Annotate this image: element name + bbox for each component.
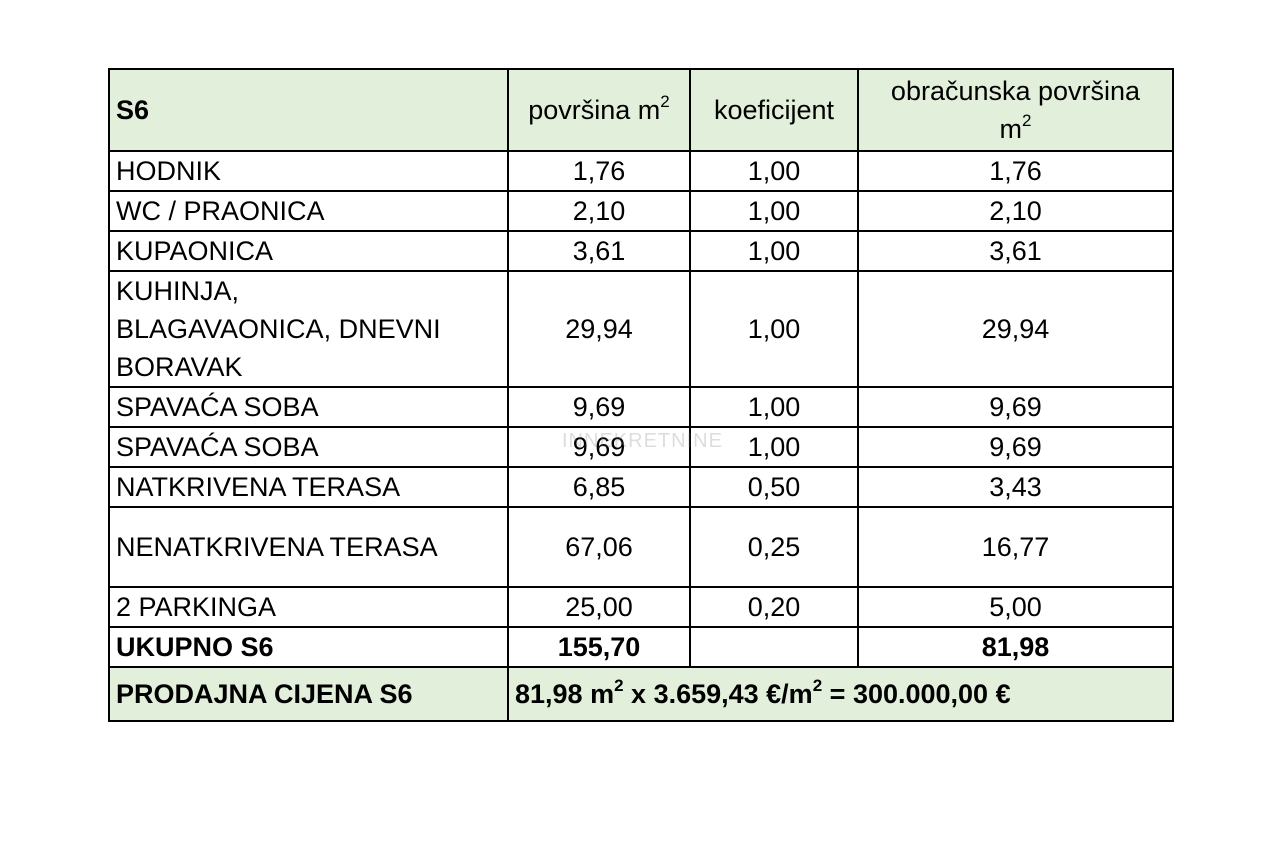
value-cell: 0,20 xyxy=(689,586,859,628)
text: koeficijent xyxy=(713,95,835,125)
label-cell: KUPAONICA xyxy=(108,230,509,272)
price-row: PRODAJNA CIJENA S6 81,98 m2 x 3.659,43 €/… xyxy=(108,666,1174,722)
header-cell: koeficijent xyxy=(689,68,859,152)
value-cell: 6,85 xyxy=(507,466,691,508)
header-cell: S6 xyxy=(108,68,509,152)
value-cell: 0,50 xyxy=(689,466,859,508)
value-cell: 1,76 xyxy=(857,150,1174,192)
label-cell: 2 PARKINGA xyxy=(108,586,509,628)
label-line: 2 PARKINGA xyxy=(116,592,277,622)
empty-cell xyxy=(689,626,859,668)
label-cell: SPAVAĆA SOBA xyxy=(108,386,509,428)
total-label: UKUPNO S6 xyxy=(108,626,509,668)
superscript: 2 xyxy=(1022,111,1032,130)
label-cell: KUHINJA, BLAGAVAONICA, DNEVNI BORAVAK xyxy=(108,270,509,388)
value-cell: 67,06 xyxy=(507,506,691,588)
value-cell: 16,77 xyxy=(857,506,1174,588)
value-cell: 2,10 xyxy=(507,190,691,232)
header-cell: obračunska površina m2 xyxy=(857,68,1174,152)
value-cell: 3,61 xyxy=(857,230,1174,272)
label-line: WC / PRAONICA xyxy=(116,196,325,226)
label-line: KUPAONICA xyxy=(116,236,274,266)
total-computed: 81,98 xyxy=(857,626,1174,668)
label-line: NENATKRIVENA TERASA xyxy=(116,532,438,562)
row: SPAVAĆA SOBA 9,69 1,00 9,69 xyxy=(108,386,1174,428)
value-cell: 1,00 xyxy=(689,270,859,388)
value-cell: 5,00 xyxy=(857,586,1174,628)
total-row: UKUPNO S6 155,70 81,98 xyxy=(108,626,1174,668)
label-line: SPAVAĆA SOBA xyxy=(116,432,319,462)
row: KUPAONICA 3,61 1,00 3,61 xyxy=(108,230,1174,272)
value-cell: 1,00 xyxy=(689,150,859,192)
label-cell: HODNIK xyxy=(108,150,509,192)
label-cell: SPAVAĆA SOBA xyxy=(108,426,509,468)
label-line: NATKRIVENA TERASA xyxy=(116,472,401,502)
total-area: 155,70 xyxy=(507,626,691,668)
value-cell: 29,94 xyxy=(857,270,1174,388)
header-cell: površina m2 xyxy=(507,68,691,152)
area-table: S6 površina m2 koeficijent obračunska površ… xyxy=(108,68,1174,722)
label-line: BORAVAK xyxy=(116,352,243,382)
row: NENATKRIVENA TERASA 67,06 0,25 16,77 xyxy=(108,506,1174,588)
label-cell: NATKRIVENA TERASA xyxy=(108,466,509,508)
value-cell: 2,10 xyxy=(857,190,1174,232)
text: = 300.000,00 € xyxy=(822,679,1011,709)
text: 81,98 m xyxy=(515,679,615,709)
label-line: HODNIK xyxy=(116,156,222,186)
label-cell: WC / PRAONICA xyxy=(108,190,509,232)
label-cell: NENATKRIVENA TERASA xyxy=(108,506,509,588)
value-cell: 1,00 xyxy=(689,426,859,468)
text: površina m xyxy=(528,95,661,125)
value-cell: 1,00 xyxy=(689,230,859,272)
label-line: SPAVAĆA SOBA xyxy=(116,392,319,422)
row: WC / PRAONICA 2,10 1,00 2,10 xyxy=(108,190,1174,232)
price-formula: 81,98 m2 x 3.659,43 €/m2 = 300.000,00 € xyxy=(507,666,1174,722)
price-label: PRODAJNA CIJENA S6 xyxy=(108,666,509,722)
row: 2 PARKINGA 25,00 0,20 5,00 xyxy=(108,586,1174,628)
watermark: INNEKRETNINE xyxy=(562,430,723,452)
superscript: 2 xyxy=(660,92,670,111)
row: KUHINJA, BLAGAVAONICA, DNEVNI BORAVAK 29,94… xyxy=(108,270,1174,388)
label-line: KUHINJA, xyxy=(116,276,240,306)
superscript: 2 xyxy=(614,676,624,695)
table-body: S6 površina m2 koeficijent obračunska površ… xyxy=(108,68,1174,722)
value-cell: 1,00 xyxy=(689,190,859,232)
value-cell: 9,69 xyxy=(857,426,1174,468)
text: m xyxy=(999,114,1023,144)
value-cell: 9,69 xyxy=(507,426,691,468)
value-cell: 3,61 xyxy=(507,230,691,272)
row: HODNIK 1,76 1,00 1,76 xyxy=(108,150,1174,192)
superscript: 2 xyxy=(812,676,823,695)
text: x 3.659,43 €/m xyxy=(623,679,813,709)
value-cell: 9,69 xyxy=(857,386,1174,428)
value-cell: 29,94 xyxy=(507,270,691,388)
header-row: S6 površina m2 koeficijent obračunska površ… xyxy=(108,68,1174,152)
value-cell: 1,00 xyxy=(689,386,859,428)
row: NATKRIVENA TERASA 6,85 0,50 3,43 xyxy=(108,466,1174,508)
row: SPAVAĆA SOBA 9,69 1,00 9,69 xyxy=(108,426,1174,468)
text: obračunska površina xyxy=(890,76,1141,106)
value-cell: 3,43 xyxy=(857,466,1174,508)
value-cell: 0,25 xyxy=(689,506,859,588)
value-cell: 1,76 xyxy=(507,150,691,192)
value-cell: 9,69 xyxy=(507,386,691,428)
value-cell: 25,00 xyxy=(507,586,691,628)
text: S6 xyxy=(116,95,150,125)
label-line: BLAGAVAONICA, DNEVNI xyxy=(116,314,441,344)
